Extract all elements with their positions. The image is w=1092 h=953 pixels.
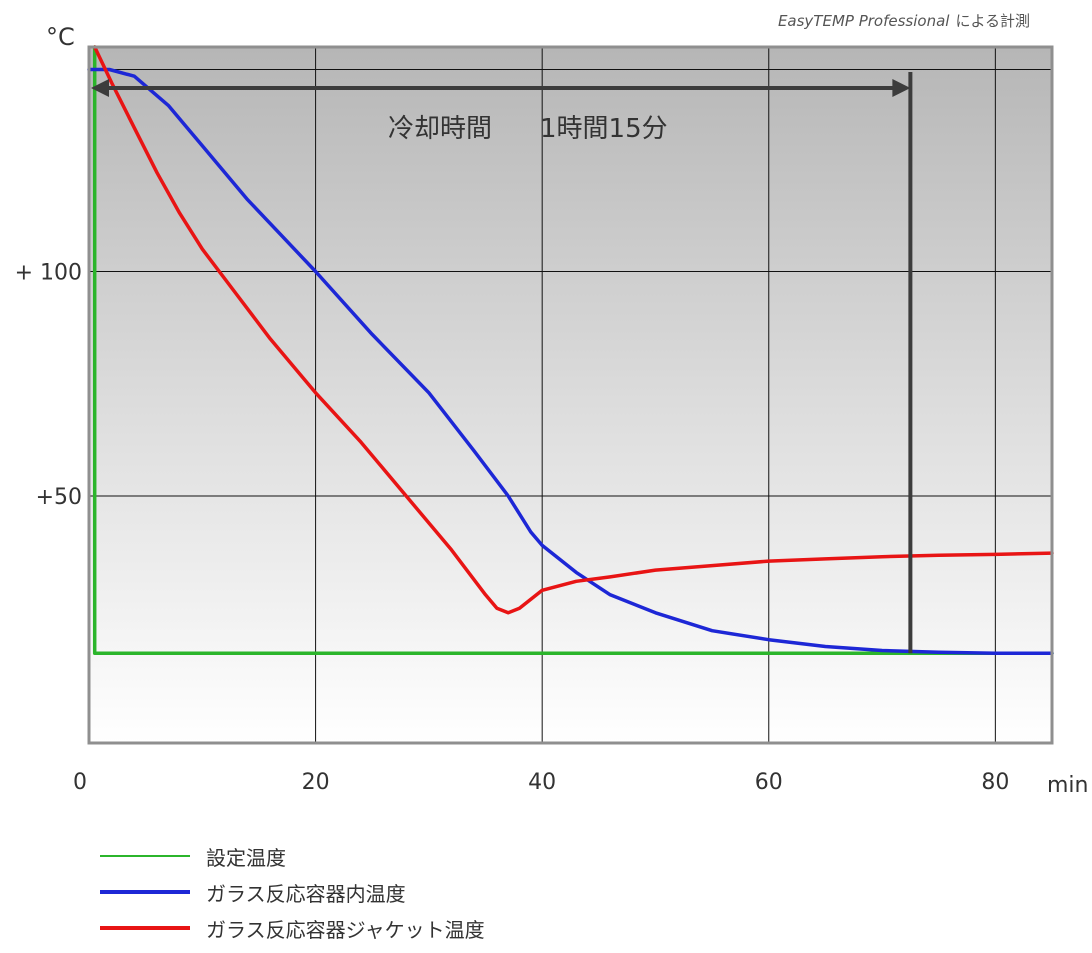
measurement-credit: EasyTEMP Professional による計測 [778,12,1030,30]
x-unit-label: min [1047,773,1089,798]
series-layer [87,45,1054,655]
series-line-2 [92,45,1054,615]
legend-label: 設定温度 [206,845,286,870]
x-tick-label: 40 [528,770,556,795]
legend: 設定温度ガラス反応容器内温度ガラス反応容器ジャケット温度 [100,838,485,946]
legend-item: ガラス反応容器内温度 [100,874,485,910]
x-tick-label: 0 [73,770,87,795]
credit-suffix: による計測 [955,12,1030,30]
legend-swatch [100,890,190,894]
credit-software: EasyTEMP Professional [778,12,950,30]
series-line-0 [92,45,1054,655]
annotation-arrowhead-right [892,79,911,97]
legend-item: 設定温度 [100,838,485,874]
grid-lines [89,47,1052,743]
x-tick-label: 20 [302,770,330,795]
x-tick-label: 80 [981,770,1009,795]
x-tick-label: 60 [755,770,783,795]
plot-area [89,47,1052,743]
tick-labels: 0 20 40 60 80 + 100 +50 °C min [15,23,1089,798]
legend-swatch [100,926,190,930]
legend-label: ガラス反応容器内温度 [206,881,406,906]
legend-label: ガラス反応容器ジャケット温度 [206,917,485,942]
plot-frame [87,45,1054,745]
cooling-time-annotation: 冷却時間 1時間15分 [91,72,913,654]
y-tick-label: +50 [36,485,82,510]
annotation-value: 1時間15分 [540,114,668,144]
legend-item: ガラス反応容器ジャケット温度 [100,910,485,946]
legend-swatch [100,855,190,857]
annotation-label: 冷却時間 [388,114,492,144]
y-unit-label: °C [46,23,75,51]
y-tick-label: + 100 [15,261,82,286]
series-line-1 [87,67,1054,655]
annotation-arrowhead-left [91,79,109,97]
